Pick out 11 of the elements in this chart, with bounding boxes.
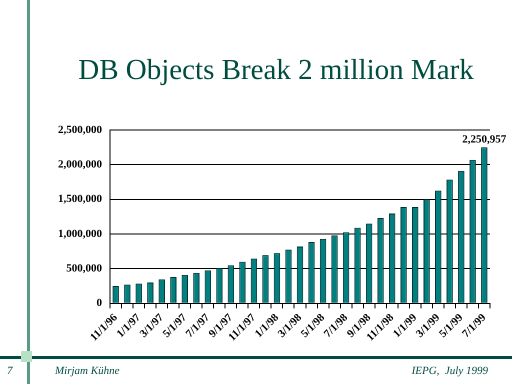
- y-tick-label: 1,000,000: [58, 228, 102, 240]
- chart-title: DB Objects Break 2 million Mark: [77, 54, 475, 87]
- y-tick-label: 1,500,000: [58, 193, 102, 206]
- text: 7: [7, 365, 12, 377]
- y-tick-label: 500,000: [66, 262, 102, 275]
- text: Mirjam Kühne: [55, 365, 120, 377]
- data-label: 2,250,957: [462, 134, 507, 146]
- text: IEPG, July 1999: [412, 365, 488, 377]
- y-tick-label: 0: [96, 297, 102, 310]
- y-tick-label: 2,000,000: [58, 158, 102, 171]
- y-tick-label: 2,500,000: [58, 124, 102, 136]
